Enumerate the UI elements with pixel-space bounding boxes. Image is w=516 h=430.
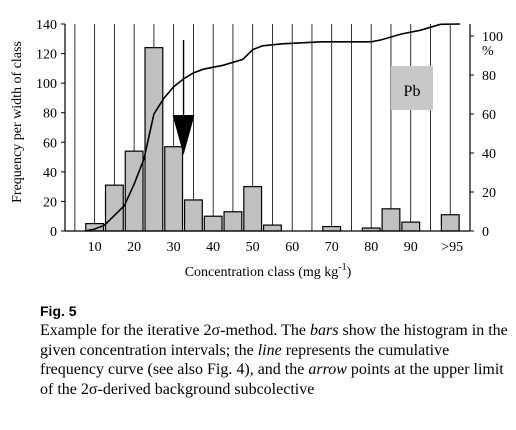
x-tick-label: 10 (88, 240, 102, 255)
x-tick-label: 20 (127, 240, 141, 255)
vertical-gridlines (74, 24, 451, 231)
y-tick-label: 20 (43, 195, 57, 210)
cumulative-curve-layer (84, 23, 461, 232)
y-tick-label: 0 (50, 225, 57, 240)
caption-text: points at the upper limit of the 2σ-deri… (40, 361, 504, 398)
histogram-chart: 0 20 40 60 80 100 120 140 0 20 40 60 80 100% 10 20 30 40 5… (10, 18, 503, 280)
figure-label: Fig. 5 (40, 303, 77, 319)
pb-label-box (391, 66, 433, 110)
caption-text: Example for the iterative 2σ-method. The (40, 322, 311, 339)
x-axis-label: Concentration class (mg kg-1) (185, 262, 352, 280)
y-tick-label: 140 (36, 18, 57, 33)
x-tick-label: >95 (441, 240, 463, 255)
bar-12 (381, 208, 401, 232)
caption-emphasis: arrow (308, 361, 347, 378)
bar-10 (322, 225, 342, 232)
x-tick-label: 70 (325, 240, 339, 255)
y2-tick-label: 100 (482, 30, 503, 45)
bar-2 (124, 150, 144, 232)
caption-emphasis: bars (310, 322, 339, 339)
annotations: Pb (172, 40, 433, 155)
bar-7 (223, 211, 243, 232)
x-tick-label: 50 (246, 240, 260, 255)
x-tick-label: 80 (364, 240, 378, 255)
bar-13 (401, 221, 421, 232)
y2-axis-label: % (482, 44, 494, 59)
y2-tick-label: 0 (482, 225, 489, 240)
y2-tick-label: 20 (482, 186, 496, 201)
bar-1 (104, 184, 124, 232)
x-tick-label: 60 (285, 240, 299, 255)
bar-4 (164, 146, 184, 232)
y2-tick-label: 60 (482, 108, 496, 123)
y-tick-label: 60 (43, 136, 57, 151)
axes: 0 20 40 60 80 100 120 140 0 20 40 60 80 100% 10 20 30 40 5… (36, 18, 503, 255)
y-tick-label: 40 (43, 166, 57, 181)
bar-14 (440, 214, 460, 232)
y-axis-label: Frequency per width of class (10, 41, 25, 203)
bar-6 (203, 215, 223, 232)
figure-caption: Example for the iterative 2σ-method. The… (40, 321, 510, 399)
pb-label: Pb (404, 83, 421, 100)
x-tick-label: 30 (167, 240, 181, 255)
y2-tick-label: 40 (482, 147, 496, 162)
y-tick-label: 100 (36, 77, 57, 92)
bar-9 (262, 224, 282, 232)
caption-emphasis: line (257, 341, 282, 359)
y2-tick-label: 80 (482, 69, 496, 84)
y-tick-label: 80 (43, 107, 57, 122)
caption-text: show the histogram in the given concentr… (40, 322, 508, 359)
cumulative-frequency-line (84, 23, 461, 232)
x-tick-label: 90 (404, 240, 418, 255)
bar-8 (243, 186, 263, 232)
caption-text: represents the cumulative frequency curv… (40, 341, 450, 379)
arrow-head (172, 115, 195, 155)
y-tick-label: 120 (36, 48, 57, 63)
x-tick-label: 40 (206, 240, 220, 255)
bar-5 (183, 199, 203, 232)
